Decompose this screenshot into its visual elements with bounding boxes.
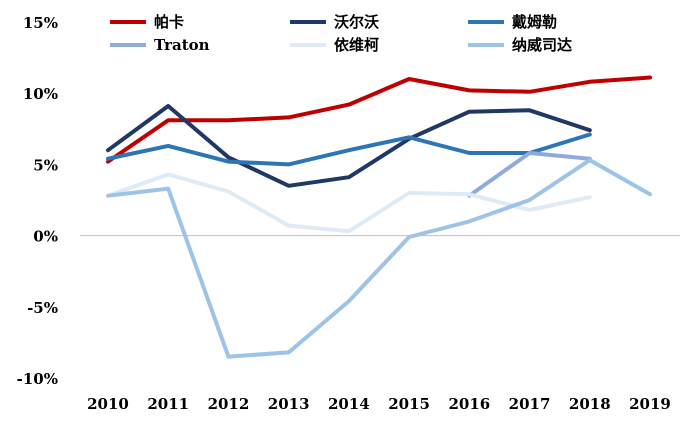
axes: 15% 10% 5% 0% -5% -10% 2010 2011 2012 2013 2014 201…	[17, 14, 680, 413]
x-tick-label: 2011	[147, 395, 189, 413]
series-line-4	[106, 172, 592, 234]
series-line-2	[106, 132, 592, 167]
x-tick-label: 2018	[569, 395, 611, 413]
x-tick-label: 2014	[328, 395, 370, 413]
x-tick-label: 2019	[629, 395, 671, 413]
series-line-3	[467, 151, 592, 198]
x-tick-label: 2016	[448, 395, 490, 413]
legend-label: Traton	[154, 36, 210, 54]
legend-label: 纳威司达	[512, 36, 572, 54]
x-tick-label: 2017	[509, 395, 551, 413]
x-tick-label: 2015	[388, 395, 430, 413]
x-tick-label: 2012	[208, 395, 250, 413]
series-line-5	[106, 158, 652, 359]
y-tick-label: -5%	[27, 299, 58, 317]
y-tick-label: -10%	[17, 370, 58, 388]
legend: 帕卡 沃尔沃 戴姆勒 Traton 依维柯 纳威司达	[110, 13, 572, 54]
y-tick-label: 0%	[33, 228, 58, 246]
legend-label: 沃尔沃	[334, 13, 379, 31]
series-lines	[106, 75, 652, 359]
legend-label: 帕卡	[154, 13, 184, 31]
legend-label: 戴姆勒	[512, 13, 557, 31]
series-line-1	[106, 104, 592, 188]
y-tick-label: 5%	[33, 156, 58, 174]
series-line-0	[106, 75, 652, 164]
x-tick-label: 2013	[268, 395, 310, 413]
x-tick-label: 2010	[87, 395, 129, 413]
y-tick-label: 15%	[23, 14, 58, 32]
y-tick-label: 10%	[23, 85, 58, 103]
legend-label: 依维柯	[334, 36, 379, 54]
